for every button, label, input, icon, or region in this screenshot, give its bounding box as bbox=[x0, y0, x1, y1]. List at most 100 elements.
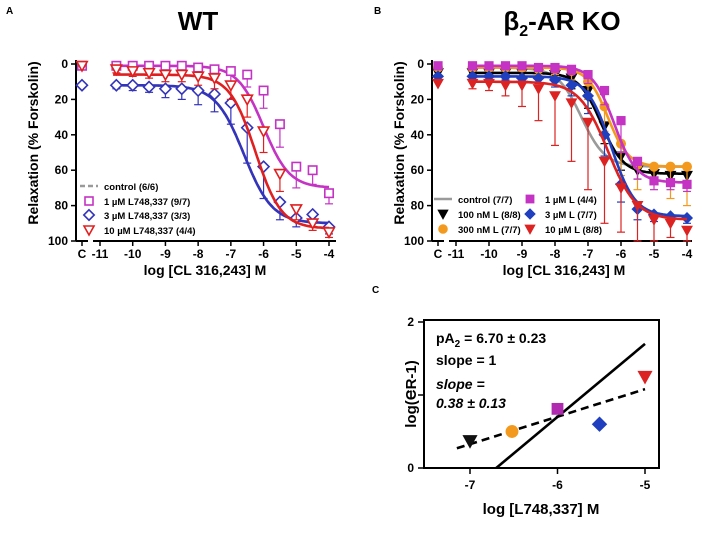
data-point bbox=[616, 116, 626, 126]
y-tick-label: 0 bbox=[407, 461, 414, 475]
y-tick-label: 80 bbox=[411, 199, 425, 213]
y-tick-label: 60 bbox=[55, 163, 69, 177]
y-tick-label: 2 bbox=[407, 315, 414, 329]
x-tick-label: -10 bbox=[480, 247, 498, 261]
data-point bbox=[499, 80, 512, 92]
panel-c-x-axis-label: log [L748,337] M bbox=[483, 501, 600, 518]
y-tick-label: 60 bbox=[411, 163, 425, 177]
legend-marker bbox=[82, 225, 96, 237]
data-point bbox=[207, 73, 222, 86]
data-point bbox=[322, 227, 336, 240]
data-point bbox=[126, 66, 140, 78]
schild-point bbox=[551, 402, 564, 415]
panel-b-title-rest: -AR KO bbox=[528, 6, 620, 36]
control-point bbox=[433, 61, 443, 71]
panel-a-x-axis-label: log [CL 316,243] M bbox=[144, 262, 267, 278]
x-tick-label: -4 bbox=[324, 247, 335, 261]
data-point bbox=[193, 62, 204, 73]
y-tick-label: 20 bbox=[55, 92, 69, 106]
data-point bbox=[532, 84, 545, 95]
control-point bbox=[432, 78, 444, 90]
panel-a-title: WT bbox=[178, 6, 219, 36]
data-point bbox=[631, 200, 644, 212]
data-point bbox=[175, 69, 189, 82]
data-point bbox=[533, 62, 544, 73]
data-point bbox=[549, 91, 561, 102]
legend-marker bbox=[82, 208, 96, 222]
data-point bbox=[323, 188, 334, 199]
data-point bbox=[615, 183, 627, 194]
panel-c: C log(CR-1) log [L748,337] M pA2 = 6.70 … bbox=[372, 285, 660, 518]
control-point bbox=[75, 78, 89, 92]
slope-one-annotation: slope = 1 bbox=[436, 352, 497, 368]
slope-fit-value: 0.38 ± 0.13 bbox=[436, 395, 506, 411]
y-tick-label: 0 bbox=[61, 57, 68, 71]
data-point bbox=[225, 66, 236, 77]
data-point bbox=[109, 78, 123, 92]
data-point bbox=[240, 94, 254, 107]
x-tick-label: -5 bbox=[649, 247, 660, 261]
panel-b-letter: B bbox=[374, 6, 381, 17]
panel-c-letter: C bbox=[372, 285, 379, 296]
pa2-prefix: pA bbox=[436, 330, 455, 346]
panel-a-y-axis-label: Relaxation (% Forskolin) bbox=[25, 61, 41, 224]
data-point bbox=[664, 218, 677, 230]
y-tick-label: 80 bbox=[55, 199, 69, 213]
x-tick-label: -6 bbox=[258, 247, 269, 261]
data-point bbox=[500, 61, 511, 71]
legend-marker bbox=[437, 209, 449, 220]
y-tick-label: 0 bbox=[417, 57, 424, 71]
data-point bbox=[142, 67, 156, 80]
x-tick-label: -9 bbox=[517, 247, 528, 261]
legend-label: 10 µM L (8/8) bbox=[545, 225, 602, 236]
data-point bbox=[158, 82, 173, 96]
data-point bbox=[160, 60, 171, 71]
slope-fit-label: slope = bbox=[436, 376, 485, 392]
pa2-value: = 6.70 ± 0.23 bbox=[460, 330, 546, 346]
data-point bbox=[207, 87, 222, 101]
data-point bbox=[550, 62, 560, 73]
legend-label: 100 nM L (8/8) bbox=[458, 210, 521, 221]
data-point bbox=[649, 176, 659, 186]
legend-label: 3 µM L (7/7) bbox=[545, 210, 597, 221]
x-tick-label: -9 bbox=[160, 247, 171, 261]
x-tick-label: -7 bbox=[583, 247, 594, 261]
data-point bbox=[517, 61, 527, 71]
data-point bbox=[648, 215, 660, 226]
x-tick-label: C bbox=[434, 247, 443, 261]
pa2-annotation: pA2 = 6.70 ± 0.23 bbox=[436, 330, 546, 350]
data-point bbox=[273, 168, 287, 181]
x-tick-label: -5 bbox=[291, 247, 302, 261]
panel-c-frame bbox=[423, 319, 660, 469]
data-point bbox=[582, 117, 594, 129]
data-point bbox=[242, 69, 253, 80]
y-tick-label: 40 bbox=[55, 128, 69, 142]
data-point bbox=[583, 70, 593, 80]
data-point bbox=[291, 161, 302, 172]
panel-c-y-axis-label: log(CR-1) bbox=[403, 360, 420, 428]
data-point bbox=[306, 207, 320, 222]
panel-b-title-beta: β bbox=[503, 6, 519, 36]
data-point bbox=[191, 83, 205, 98]
x-tick-label: -8 bbox=[193, 247, 204, 261]
data-point bbox=[256, 126, 271, 139]
panel-a: A WT Relaxation (% Forskolin) log [CL 31… bbox=[6, 6, 336, 278]
data-point bbox=[599, 85, 610, 96]
data-point bbox=[175, 82, 189, 96]
data-point bbox=[516, 80, 528, 92]
schild-fit-line bbox=[456, 387, 646, 450]
panel-b: B β2-AR KO Relaxation (% Forskolin) log … bbox=[374, 6, 694, 278]
pa2-subscript: 2 bbox=[455, 339, 461, 350]
x-tick-label: -10 bbox=[124, 247, 142, 261]
data-point bbox=[274, 119, 285, 130]
x-tick-label: -7 bbox=[226, 247, 237, 261]
x-tick-label: -11 bbox=[448, 247, 465, 261]
data-point bbox=[466, 78, 479, 90]
data-point bbox=[191, 71, 205, 84]
y-tick-label: 100 bbox=[48, 234, 68, 248]
data-point bbox=[224, 80, 238, 93]
schild-slope-one-line bbox=[495, 342, 646, 469]
data-point bbox=[307, 165, 318, 176]
data-point bbox=[682, 179, 692, 189]
